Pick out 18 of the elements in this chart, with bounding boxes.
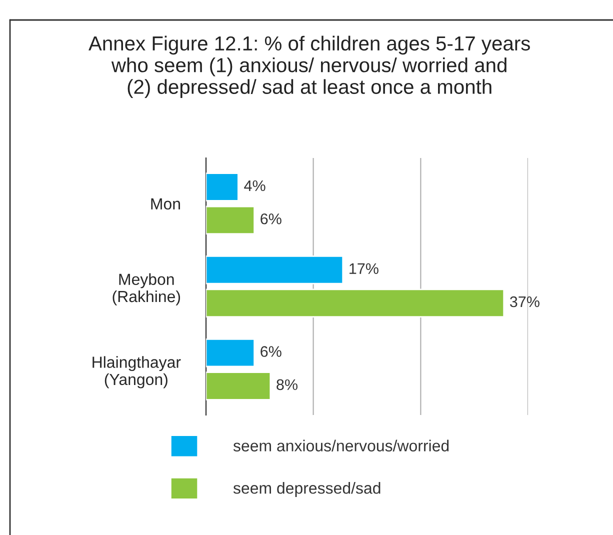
data-label: 17% xyxy=(350,263,378,274)
data-label: 4% xyxy=(244,180,266,192)
y-tick-label: Hlaingthayar (Yangon) xyxy=(92,356,181,388)
data-label: 6% xyxy=(260,213,282,224)
bar xyxy=(206,206,255,235)
bar xyxy=(206,288,505,318)
data-label: 8% xyxy=(276,379,298,390)
chart-title: Annex Figure 12.1: % of children ages 5-17 years who seem (1) anxious/ nervous/ worried and (2) depressed/ sad at least once a month xyxy=(88,36,530,98)
bar xyxy=(206,172,239,202)
y-tick-label: Meybon (Rakhine) xyxy=(112,273,180,306)
legend-label: seem anxious/nervous/worried xyxy=(233,440,449,452)
legend-label: seem depressed/sad xyxy=(233,482,380,497)
y-tick-label: Mon xyxy=(151,198,180,210)
bar xyxy=(206,256,344,284)
bar xyxy=(206,338,255,368)
data-label: 37% xyxy=(510,296,540,308)
bar xyxy=(206,372,272,400)
data-label: 6% xyxy=(260,346,282,357)
